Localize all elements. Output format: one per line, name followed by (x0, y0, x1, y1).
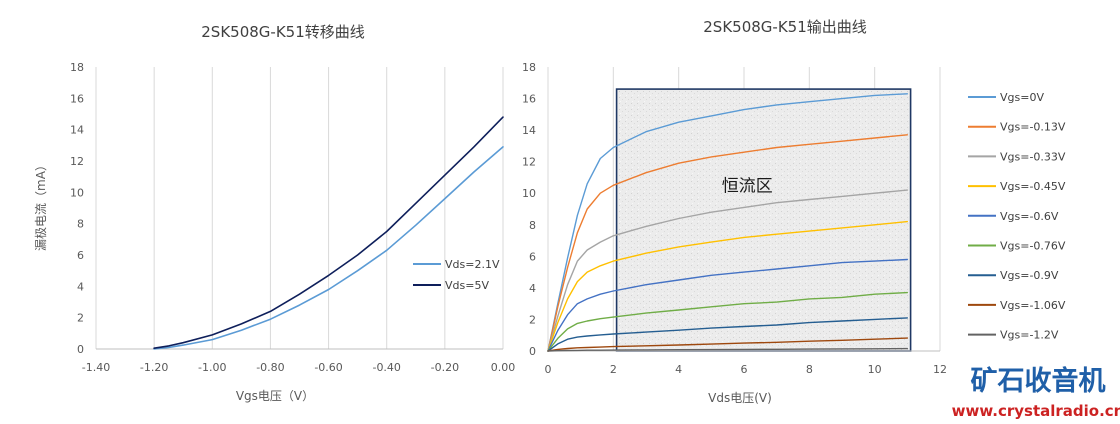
x-tick-label: -0.60 (314, 361, 342, 374)
x-tick-label: -1.40 (82, 361, 110, 374)
series-line (547, 189, 908, 352)
x-tick-label: -1.00 (198, 361, 226, 374)
x-tick-label: 0 (545, 363, 552, 376)
series-line (547, 93, 908, 352)
x-tick-label: 8 (806, 363, 813, 376)
y-tick-label: 8 (529, 219, 536, 232)
region-box (615, 88, 912, 352)
legend: Vgs=0V Vgs=-0.13V Vgs=-0.33V Vgs=-0.45V Vgs=… (968, 91, 1066, 342)
series-line (153, 116, 504, 350)
y-tick-label: 0 (529, 345, 536, 358)
series-line (547, 291, 908, 352)
series-line (153, 146, 504, 350)
x-tick-label: -0.40 (372, 361, 400, 374)
x-axis-label: Vds电压(V) (708, 391, 772, 405)
y-axis-label: 漏极电流（mA） (34, 159, 48, 251)
y-tick-label: 6 (529, 250, 536, 263)
y-tick-label: 14 (522, 124, 536, 137)
legend-label: Vgs=-0.33V (1000, 150, 1066, 163)
y-tick-label: 18 (522, 61, 536, 74)
y-tick-label: 2 (529, 313, 536, 326)
legend-label: Vds=2.1V (445, 258, 500, 271)
y-tick-label: 16 (522, 93, 536, 106)
legend-label: Vgs=0V (1000, 91, 1044, 104)
y-tick-label: 18 (70, 61, 84, 74)
x-tick-label: 12 (933, 363, 947, 376)
legend-label: Vgs=-0.6V (1000, 210, 1059, 223)
output-curve-chart: 2SK508G-K51输出曲线 恒流区 0 2 4 6 8 10 12 0 2 4 6 8 10 12 14… (522, 18, 1066, 405)
watermark-name: 矿石收音机 (971, 365, 1106, 397)
axes: -1.40 -1.20 -1.00 -0.80 -0.60 -0.40 -0.20 0.00 0… (70, 61, 515, 374)
series-line (547, 220, 908, 352)
chart-title: 2SK508G-K51转移曲线 (201, 23, 365, 41)
series-lines (153, 116, 504, 350)
legend: Vds=2.1V Vds=5V (413, 258, 500, 292)
x-tick-label: 6 (741, 363, 748, 376)
legend-label: Vgs=-0.76V (1000, 240, 1066, 253)
y-tick-label: 10 (70, 186, 84, 199)
y-tick-label: 16 (70, 92, 84, 105)
series-line (547, 258, 908, 352)
x-tick-label: -1.20 (140, 361, 168, 374)
x-tick-label: 10 (868, 363, 882, 376)
watermark: 矿石收音机 www.crystalradio.cn (952, 365, 1120, 420)
legend-label: Vgs=-1.06V (1000, 299, 1066, 312)
transfer-curve-chart: 2SK508G-K51转移曲线 -1.40 -1.20 -1.00 -0.80 -0.6… (34, 23, 515, 403)
y-tick-label: 10 (522, 187, 536, 200)
y-tick-label: 4 (529, 282, 536, 295)
x-tick-label: -0.80 (256, 361, 284, 374)
series-line (547, 347, 908, 352)
x-tick-label: -0.20 (431, 361, 459, 374)
grid (95, 67, 504, 349)
legend-label: Vgs=-0.45V (1000, 180, 1066, 193)
y-tick-label: 8 (77, 218, 84, 231)
y-tick-label: 12 (522, 156, 536, 169)
x-tick-label: 4 (675, 363, 682, 376)
watermark-url: www.crystalradio.cn (952, 402, 1120, 420)
legend-label: Vgs=-0.9V (1000, 269, 1059, 282)
legend-label: Vds=5V (445, 279, 489, 292)
legend-label: Vgs=-0.13V (1000, 121, 1066, 134)
y-tick-label: 4 (77, 280, 84, 293)
y-tick-label: 12 (70, 155, 84, 168)
y-tick-label: 14 (70, 124, 84, 137)
series-line (547, 337, 908, 352)
series-line (547, 317, 908, 352)
legend-label: Vgs=-1.2V (1000, 329, 1059, 342)
y-tick-label: 0 (77, 343, 84, 356)
series-lines (547, 93, 908, 352)
x-tick-label: 2 (610, 363, 617, 376)
chart-title: 2SK508G-K51输出曲线 (703, 18, 867, 36)
x-tick-label: 0.00 (491, 361, 516, 374)
constant-current-region: 恒流区 (615, 88, 912, 352)
x-axis-label: Vgs电压（V） (236, 389, 314, 403)
series-line (547, 134, 908, 352)
y-tick-label: 6 (77, 249, 84, 262)
region-label: 恒流区 (722, 177, 773, 197)
y-tick-label: 2 (77, 312, 84, 325)
axes: 0 2 4 6 8 10 12 0 2 4 6 8 10 12 14 16 18 (522, 61, 947, 376)
